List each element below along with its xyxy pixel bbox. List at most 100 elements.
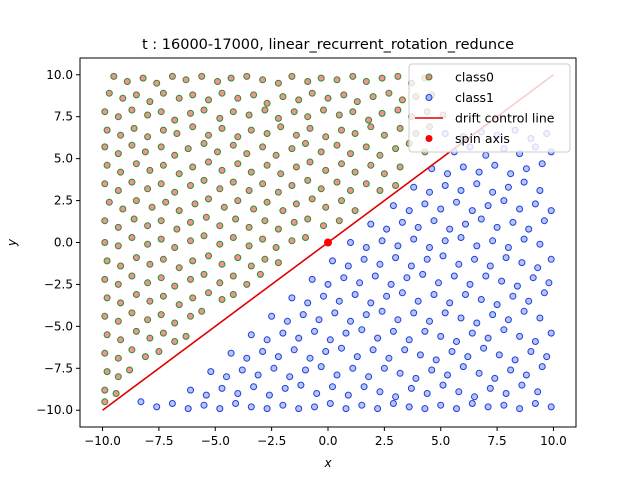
class0-point xyxy=(218,89,226,97)
class1-point xyxy=(279,329,287,337)
class1-point xyxy=(270,364,278,372)
class0-point xyxy=(146,98,154,106)
class1-point xyxy=(378,237,386,245)
class0-point xyxy=(392,145,400,153)
class0-point xyxy=(243,280,251,288)
class0-point xyxy=(234,94,242,102)
class0-point xyxy=(101,108,109,116)
class0-point xyxy=(396,163,404,171)
class0-point xyxy=(202,213,210,221)
class0-point xyxy=(306,124,314,132)
class1-point xyxy=(290,346,298,354)
class0-point xyxy=(304,215,312,223)
class1-point xyxy=(410,183,418,191)
class1-point xyxy=(536,187,544,194)
class0-point xyxy=(114,113,122,121)
class1-point xyxy=(202,391,210,399)
class1-point xyxy=(263,405,271,413)
class0-point xyxy=(333,76,341,84)
class0-point xyxy=(187,312,194,320)
class1-point xyxy=(529,274,537,282)
class1-point xyxy=(223,373,230,381)
class1-point xyxy=(227,349,235,357)
class0-point xyxy=(114,242,122,250)
class0-point xyxy=(218,124,226,132)
class1-point xyxy=(392,254,400,262)
class0-point xyxy=(132,91,140,99)
class1-point xyxy=(362,244,370,251)
class0-point xyxy=(247,126,255,134)
class1-point xyxy=(516,332,524,340)
class1-point xyxy=(473,180,481,188)
class0-point xyxy=(159,89,167,97)
class0-point xyxy=(114,280,122,288)
class0-point xyxy=(132,291,140,298)
class1-point xyxy=(502,254,510,262)
legend-label: class0 xyxy=(455,70,494,85)
class0-point xyxy=(376,151,384,159)
class1-point xyxy=(500,326,508,334)
legend-label: class1 xyxy=(455,90,494,105)
class0-point xyxy=(187,218,194,226)
class0-point xyxy=(302,140,309,147)
class0-point xyxy=(279,207,287,215)
x-tick-label: −10.0 xyxy=(84,434,121,448)
class1-point xyxy=(509,292,517,300)
class1-point xyxy=(527,348,535,355)
class1-point xyxy=(414,223,422,231)
class0-point xyxy=(288,182,296,189)
y-tick-label: 0.0 xyxy=(54,236,73,250)
class1-point xyxy=(536,240,544,248)
class1-point xyxy=(484,202,492,210)
class1-point xyxy=(416,351,424,359)
class1-point xyxy=(482,151,490,159)
plot-frame xyxy=(79,57,577,428)
class1-point xyxy=(324,280,332,288)
class0-point xyxy=(132,160,140,168)
class1-point xyxy=(299,311,307,319)
class0-point xyxy=(351,130,359,137)
class0-point xyxy=(394,72,402,80)
x-tick-label: 10.0 xyxy=(540,434,567,448)
class1-point xyxy=(545,279,553,287)
class1-point xyxy=(405,336,413,344)
class1-point xyxy=(353,353,361,361)
class1-point xyxy=(444,170,451,178)
class1-point xyxy=(520,178,528,186)
class0-point xyxy=(182,76,190,84)
class1-point xyxy=(534,264,542,272)
class0-point xyxy=(274,188,282,196)
class1-point xyxy=(396,369,404,377)
class1-point xyxy=(516,405,524,413)
class0-point xyxy=(187,237,194,245)
class1-point xyxy=(473,242,481,250)
class0-point xyxy=(232,215,240,223)
class1-point xyxy=(360,383,368,391)
class0-point xyxy=(335,217,343,225)
class1-point xyxy=(441,182,449,189)
class0-point xyxy=(351,168,359,176)
class0-point xyxy=(274,259,282,267)
class1-point xyxy=(448,348,456,355)
class0-point xyxy=(214,78,221,85)
class1-point xyxy=(306,354,314,362)
class0-point xyxy=(234,133,242,141)
class0-point xyxy=(157,108,165,116)
class1-point xyxy=(504,183,512,191)
class0-point xyxy=(123,78,131,85)
class1-point xyxy=(520,235,528,243)
class1-point xyxy=(522,165,530,173)
class1-point xyxy=(187,386,194,394)
class1-point xyxy=(238,366,246,374)
class0-point xyxy=(171,188,179,196)
class0-point xyxy=(320,106,327,114)
class0-point xyxy=(322,203,330,211)
x-tick-label: −5.0 xyxy=(201,434,230,448)
class0-point xyxy=(101,143,109,151)
class0-point xyxy=(292,200,300,208)
class0-point xyxy=(103,368,111,376)
class1-point xyxy=(322,348,330,355)
class0-point xyxy=(117,168,125,176)
class1-point xyxy=(383,225,391,233)
class0-point xyxy=(261,106,269,114)
